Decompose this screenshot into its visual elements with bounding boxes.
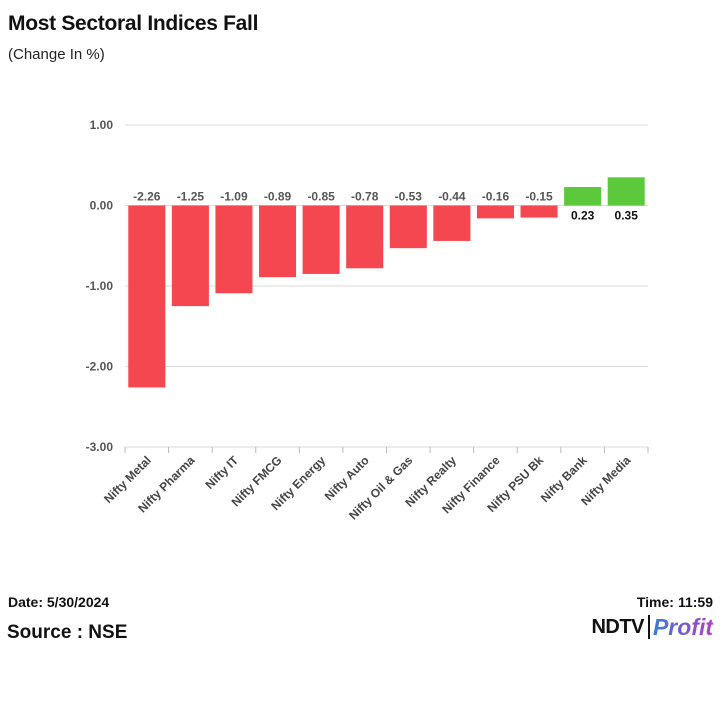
- data-label: -0.16: [482, 190, 510, 204]
- bar: [607, 177, 645, 206]
- date-label: Date: 5/30/2024: [8, 594, 110, 610]
- ndtv-profit-logo: NDTV Profit: [591, 612, 713, 642]
- y-tick-label: -2.00: [86, 360, 114, 374]
- data-label: -0.53: [395, 190, 423, 204]
- data-label: -0.85: [307, 190, 335, 204]
- bar: [302, 205, 340, 274]
- bar: [564, 186, 602, 206]
- bar: [346, 205, 384, 269]
- data-label: -0.44: [438, 190, 466, 204]
- bar: [215, 205, 253, 294]
- data-label: -0.15: [525, 190, 553, 204]
- y-tick-label: 0.00: [90, 199, 114, 213]
- data-label: -2.26: [133, 190, 161, 204]
- y-tick-label: -3.00: [86, 440, 114, 454]
- time-label: Time: 11:59: [633, 594, 713, 610]
- bar: [476, 205, 514, 219]
- bar: [171, 205, 209, 307]
- x-tick-label: Nifty IT: [202, 453, 241, 492]
- time-value: 11:59: [677, 594, 713, 610]
- data-label: -0.89: [264, 190, 292, 204]
- data-label: -1.25: [177, 190, 205, 204]
- bar: [520, 205, 558, 218]
- time-prefix: Time:: [636, 594, 674, 610]
- bar: [433, 205, 471, 241]
- data-label: -0.78: [351, 190, 379, 204]
- source-label: Source : NSE: [7, 622, 128, 643]
- data-label: 0.23: [571, 209, 595, 223]
- y-tick-label: -1.00: [86, 279, 114, 293]
- logo-ndtv-text: NDTV: [591, 615, 644, 638]
- logo-profit-text: Profit: [652, 613, 713, 640]
- bar: [128, 205, 166, 388]
- chart-subtitle: (Change In %): [8, 46, 105, 63]
- chart-title: Most Sectoral Indices Fall: [8, 12, 259, 35]
- logo-separator: [647, 615, 650, 639]
- bar: [389, 205, 427, 249]
- data-label: 0.35: [615, 209, 639, 223]
- data-label: -1.09: [220, 190, 248, 204]
- y-tick-label: 1.00: [90, 118, 114, 132]
- bar: [259, 205, 297, 278]
